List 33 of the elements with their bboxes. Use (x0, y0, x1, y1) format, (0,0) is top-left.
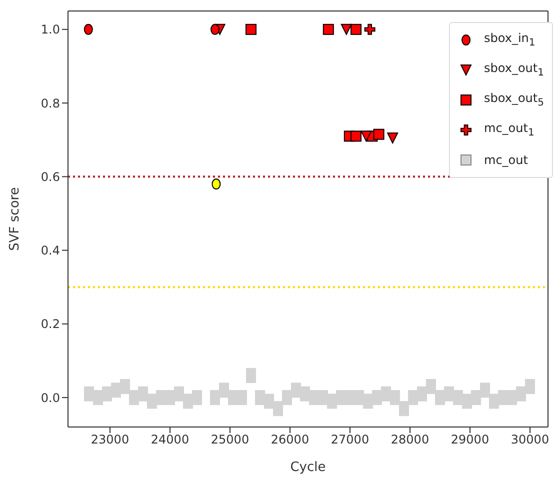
y-tick-label: 0.8 (40, 96, 60, 110)
legend-label: mc_out (484, 153, 528, 167)
x-tick-label: 26000 (270, 432, 310, 447)
point (387, 132, 398, 144)
point (212, 178, 221, 190)
x-axis-title: Cycle (290, 460, 326, 475)
point (360, 130, 372, 142)
x-tick-label: 23000 (90, 432, 130, 447)
y-axis-title: SVF score (8, 187, 23, 251)
point (322, 24, 334, 35)
legend-label: mc_out$_{1}$ (484, 121, 534, 139)
legend-label: sbox_in$_{1}$ (484, 31, 536, 49)
legend-label: sbox_out$_{5}$ (484, 91, 544, 109)
point (373, 128, 384, 140)
point (210, 24, 220, 35)
point (364, 24, 376, 35)
x-tick-label: 27000 (330, 432, 370, 447)
point (340, 24, 352, 35)
y-tick-label: 0.0 (40, 390, 60, 405)
x-tick-label: 24000 (150, 432, 190, 447)
x-tick-label: 28000 (390, 432, 430, 447)
y-tick-label: 0.4 (40, 244, 60, 258)
x-tick-label: 25000 (210, 432, 250, 447)
point (350, 130, 362, 142)
point (84, 24, 93, 35)
x-tick-label: 30000 (510, 432, 550, 447)
y-tick-label: 0.2 (40, 317, 60, 332)
legend-label: sbox_out$_{1}$ (484, 61, 544, 79)
point (246, 24, 256, 35)
point (350, 24, 362, 35)
y-tick-label: 1.0 (40, 22, 60, 37)
y-tick-label: 0.6 (40, 170, 60, 184)
x-tick-label: 29000 (450, 432, 490, 447)
